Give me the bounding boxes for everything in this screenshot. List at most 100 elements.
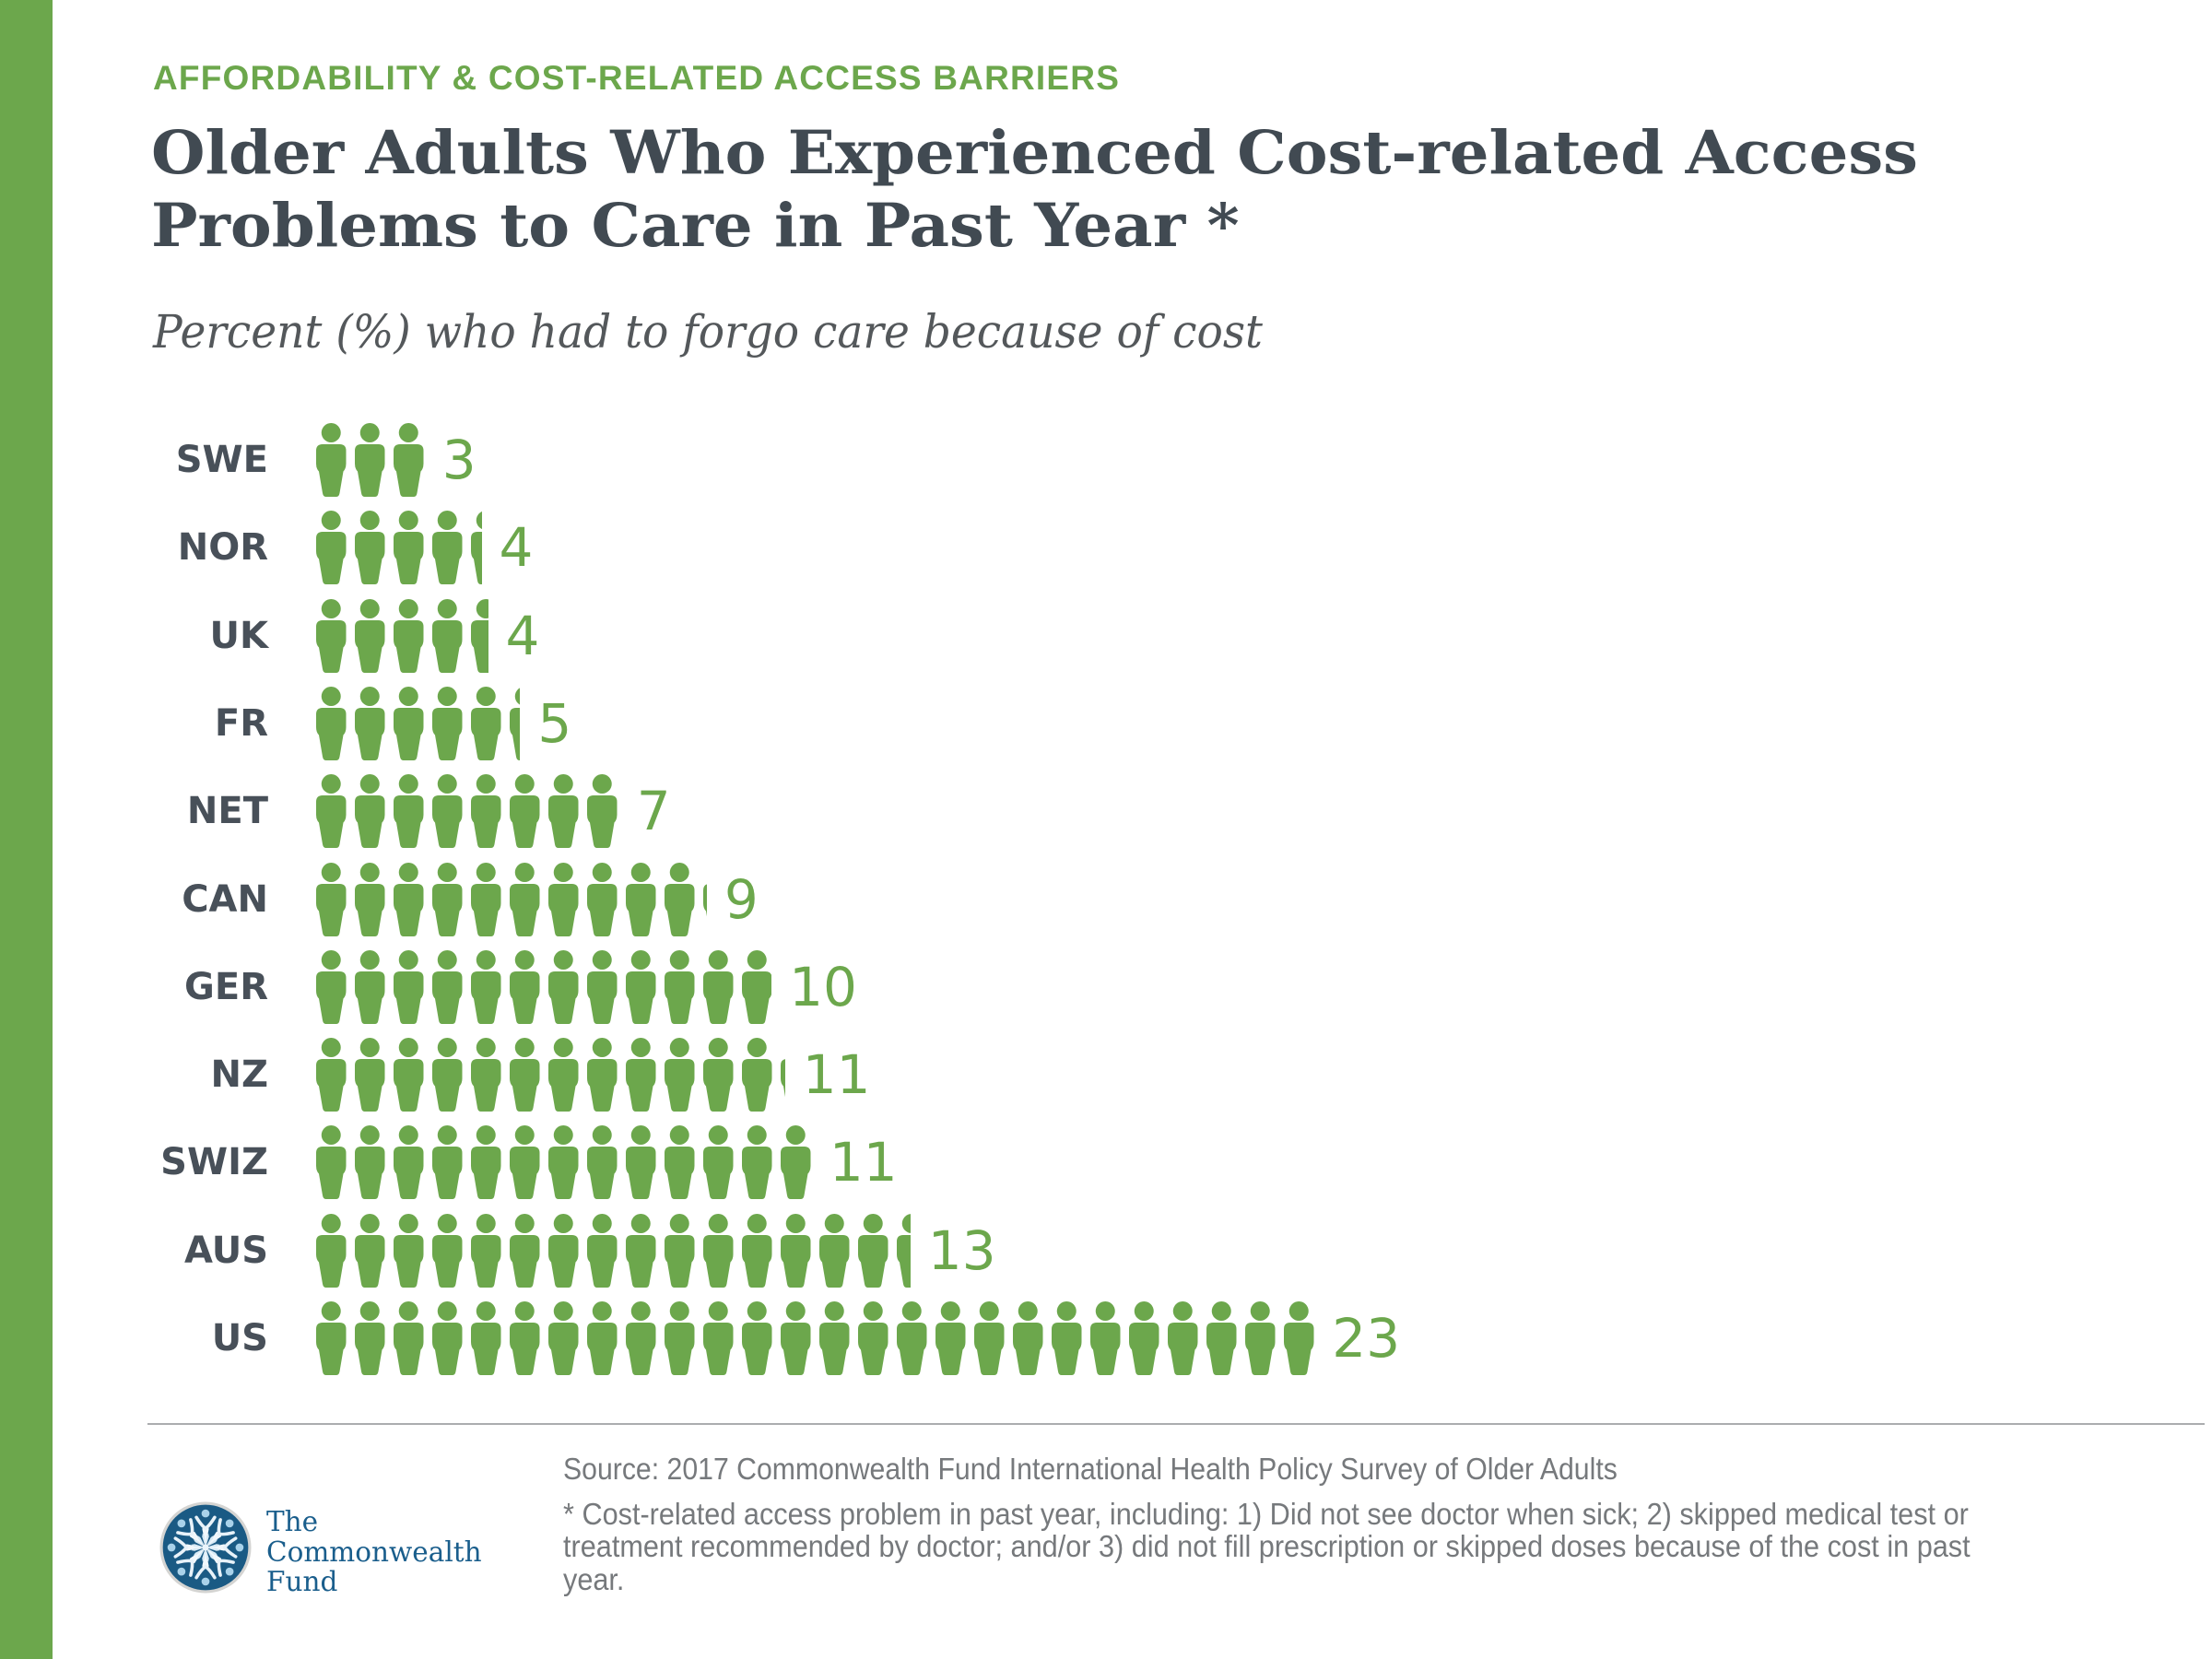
person-icon (316, 774, 347, 849)
row-label-UK: UK (209, 614, 268, 657)
page-title: Older Adults Who Experienced Cost-relate… (151, 117, 2199, 263)
person-icon (432, 686, 463, 760)
row-value-NZ: 11 (802, 1043, 871, 1107)
person-icon (897, 1301, 927, 1375)
person-icon (432, 1301, 463, 1375)
row-value-US: 23 (1332, 1307, 1401, 1370)
person-icon (548, 862, 579, 936)
person-icon (665, 1038, 695, 1112)
person-icon (703, 949, 734, 1024)
person-icon (471, 598, 488, 673)
person-icon (355, 774, 385, 849)
commonwealth-fund-logo-text: The Commonwealth Fund (266, 1507, 482, 1597)
person-icon (316, 598, 347, 673)
row-icons-SWIZ (316, 1125, 812, 1200)
person-icon (587, 1125, 618, 1200)
person-icon (703, 1038, 734, 1112)
person-icon (587, 774, 618, 849)
person-icon (742, 1038, 772, 1112)
person-icon (548, 1213, 579, 1288)
person-icon (316, 862, 347, 936)
row-value-SWIZ: 11 (829, 1131, 898, 1194)
person-icon (355, 1125, 385, 1200)
row-icons-SWE (316, 423, 425, 497)
person-icon (394, 949, 424, 1024)
person-icon (394, 1301, 424, 1375)
row-icons-NOR (316, 511, 482, 585)
source-text: Source: 2017 Commonwealth Fund Internati… (563, 1453, 1618, 1487)
person-icon (510, 862, 540, 936)
person-icon (394, 1213, 424, 1288)
row-label-SWE: SWE (175, 439, 268, 481)
title-line2: Problems to Care in Past Year * (151, 191, 1240, 261)
person-icon (471, 774, 501, 849)
person-icon (510, 1038, 540, 1112)
person-icon (471, 862, 501, 936)
row-value-NOR: 4 (499, 516, 534, 580)
row-label-NOR: NOR (177, 526, 268, 570)
person-icon (432, 862, 463, 936)
row-icons-US (316, 1301, 1314, 1375)
person-icon (355, 1213, 385, 1288)
person-icon (394, 423, 424, 497)
row-label-NET: NET (186, 790, 268, 833)
person-icon (1206, 1301, 1237, 1375)
row-label-GER: GER (184, 965, 268, 1008)
person-icon (394, 774, 424, 849)
person-icon (355, 1038, 385, 1112)
person-icon (1245, 1301, 1276, 1375)
person-icon (316, 511, 347, 585)
person-icon (432, 1213, 463, 1288)
row-value-UK: 4 (505, 604, 540, 667)
person-icon (781, 1125, 811, 1200)
row-icons-FR (316, 686, 521, 760)
person-icon (819, 1213, 850, 1288)
row-icons-NET (316, 774, 619, 849)
footnote-text: * Cost-related access problem in past ye… (563, 1498, 1971, 1597)
person-icon (432, 1125, 463, 1200)
row-icons-GER (316, 949, 772, 1024)
person-icon (858, 1213, 888, 1288)
person-icon (316, 1038, 347, 1112)
person-icon (510, 774, 540, 849)
person-icon (935, 1301, 966, 1375)
person-icon (471, 1125, 501, 1200)
person-icon (355, 862, 385, 936)
commonwealth-fund-logo-icon (159, 1501, 252, 1594)
person-icon (626, 1301, 656, 1375)
person-icon (858, 1301, 888, 1375)
person-icon (548, 1125, 579, 1200)
person-icon (548, 1038, 579, 1112)
person-icon (1090, 1301, 1121, 1375)
row-label-AUS: AUS (183, 1229, 268, 1272)
person-icon (665, 1125, 695, 1200)
row-icons-AUS (316, 1213, 911, 1288)
row-icons-CAN (316, 862, 707, 936)
person-icon (665, 949, 695, 1024)
row-label-CAN: CAN (182, 877, 268, 921)
person-icon (742, 1213, 772, 1288)
person-icon (471, 512, 482, 585)
person-icon (432, 511, 463, 585)
row-value-NET: 7 (636, 780, 671, 843)
person-icon (510, 1301, 540, 1375)
person-icon (665, 1213, 695, 1288)
person-icon (510, 688, 521, 760)
person-icon (394, 1125, 424, 1200)
logo-line3: Fund (266, 1566, 338, 1597)
person-icon (432, 1038, 463, 1112)
person-icon (626, 1038, 656, 1112)
row-label-SWIZ: SWIZ (160, 1141, 268, 1184)
person-icon (665, 862, 695, 936)
person-icon (626, 862, 656, 936)
person-icon (316, 423, 347, 497)
row-value-CAN: 9 (724, 867, 759, 931)
person-icon (316, 1213, 347, 1288)
person-icon (781, 1213, 811, 1288)
person-icon (742, 1125, 772, 1200)
row-label-US: US (211, 1317, 268, 1359)
person-icon (394, 1038, 424, 1112)
logo-line2: Commonwealth (266, 1535, 482, 1568)
title-line1: Older Adults Who Experienced Cost-relate… (151, 118, 1918, 188)
person-icon (432, 598, 463, 673)
